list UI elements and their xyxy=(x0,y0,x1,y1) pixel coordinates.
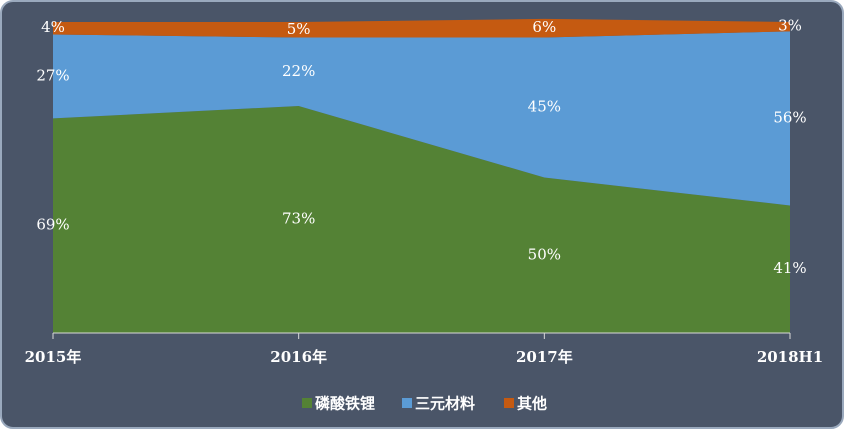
legend-item: 其他 xyxy=(504,395,547,413)
data-label: 50% xyxy=(528,245,561,263)
plot-area xyxy=(53,18,790,333)
data-label: 6% xyxy=(532,18,556,36)
data-label: 69% xyxy=(36,216,69,234)
legend-label: 磷酸铁锂 xyxy=(315,395,375,413)
x-tick-label: 2016年 xyxy=(270,348,327,366)
legend-swatch xyxy=(504,398,514,408)
data-label: 22% xyxy=(282,62,315,80)
legend-label: 其他 xyxy=(517,395,547,413)
area xyxy=(53,105,790,333)
data-label: 73% xyxy=(282,209,315,227)
legend-swatch xyxy=(402,398,412,408)
legend-item: 三元材料 xyxy=(402,395,475,413)
data-label: 4% xyxy=(41,18,65,36)
legend-swatch xyxy=(302,398,312,408)
area xyxy=(53,31,790,206)
data-label: 41% xyxy=(773,259,806,277)
x-tick-label: 2017年 xyxy=(516,348,573,366)
data-label: 56% xyxy=(773,108,806,126)
x-tick-label: 2018H1 xyxy=(757,348,823,366)
x-tick-label: 2015年 xyxy=(25,348,82,366)
data-label: 5% xyxy=(287,20,311,38)
data-label: 45% xyxy=(528,98,561,116)
data-label: 27% xyxy=(36,66,69,84)
legend-item: 磷酸铁锂 xyxy=(302,395,375,413)
data-label: 3% xyxy=(778,17,802,35)
area xyxy=(53,18,790,38)
labels: 69% 73% 50% 41% 27% 22% 45% 56% 4% 5% 6% 3% xyxy=(36,17,806,278)
legend-label: 三元材料 xyxy=(415,395,475,413)
